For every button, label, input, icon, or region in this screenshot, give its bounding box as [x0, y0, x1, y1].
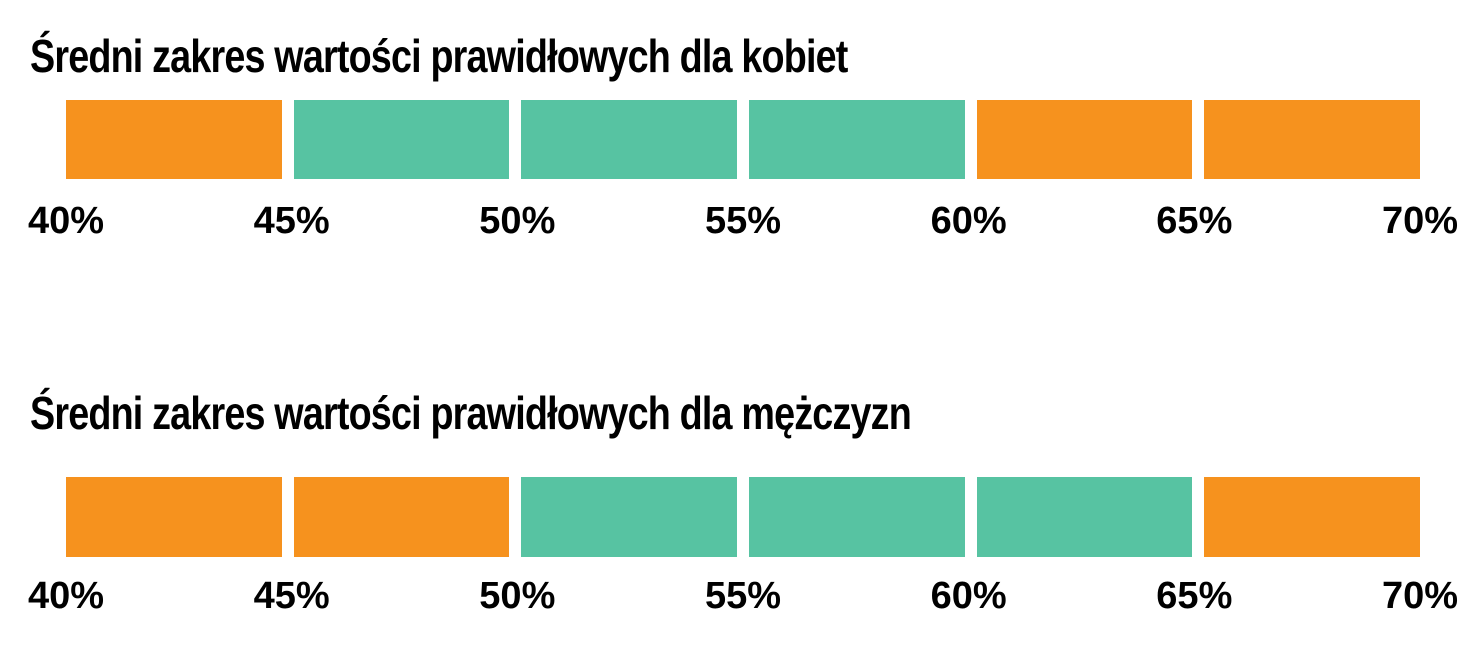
chart-title-women: Średni zakres wartości prawidłowych dla …: [30, 30, 848, 82]
tick-label: 50%: [479, 200, 556, 242]
tick-label: 40%: [27, 200, 105, 242]
range-segment-65-70-outside-range: [1204, 477, 1421, 557]
tick-label: 45%: [253, 200, 330, 242]
range-segment-45-50-outside-range: [293, 477, 510, 557]
range-segment-50-55-normal-range: [521, 477, 738, 557]
tick-label: 55%: [704, 200, 782, 242]
range-bar-women: [66, 100, 1421, 179]
tick-label: 40%: [27, 575, 105, 617]
tick-label: 55%: [704, 575, 782, 617]
tick-label: 45%: [253, 575, 330, 617]
axis-tick-labels-men: 40% 45% 50% 55% 60% 65% 70%: [28, 575, 1458, 620]
range-segment-50-55-normal-range: [521, 100, 738, 179]
range-segment-60-65-normal-range: [976, 477, 1193, 557]
tick-label: 70%: [1381, 575, 1459, 617]
chart-title-men: Średni zakres wartości prawidłowych dla …: [30, 387, 912, 439]
tick-label: 50%: [479, 575, 556, 617]
range-segment-40-45-outside-range: [66, 100, 282, 179]
tick-label: 70%: [1381, 200, 1459, 242]
tick-label: 60%: [930, 575, 1007, 617]
range-segment-60-65-outside-range: [976, 100, 1193, 179]
range-segment-40-45-outside-range: [66, 477, 282, 557]
range-segment-55-60-normal-range: [749, 477, 965, 557]
range-segment-65-70-outside-range: [1204, 100, 1421, 179]
range-segment-55-60-normal-range: [749, 100, 965, 179]
axis-tick-labels-women: 40% 45% 50% 55% 60% 65% 70%: [28, 200, 1458, 245]
tick-label: 65%: [1156, 200, 1233, 242]
tick-label: 65%: [1156, 575, 1233, 617]
range-segment-45-50-normal-range: [293, 100, 510, 179]
range-bar-men: [66, 477, 1421, 557]
tick-label: 60%: [930, 200, 1007, 242]
